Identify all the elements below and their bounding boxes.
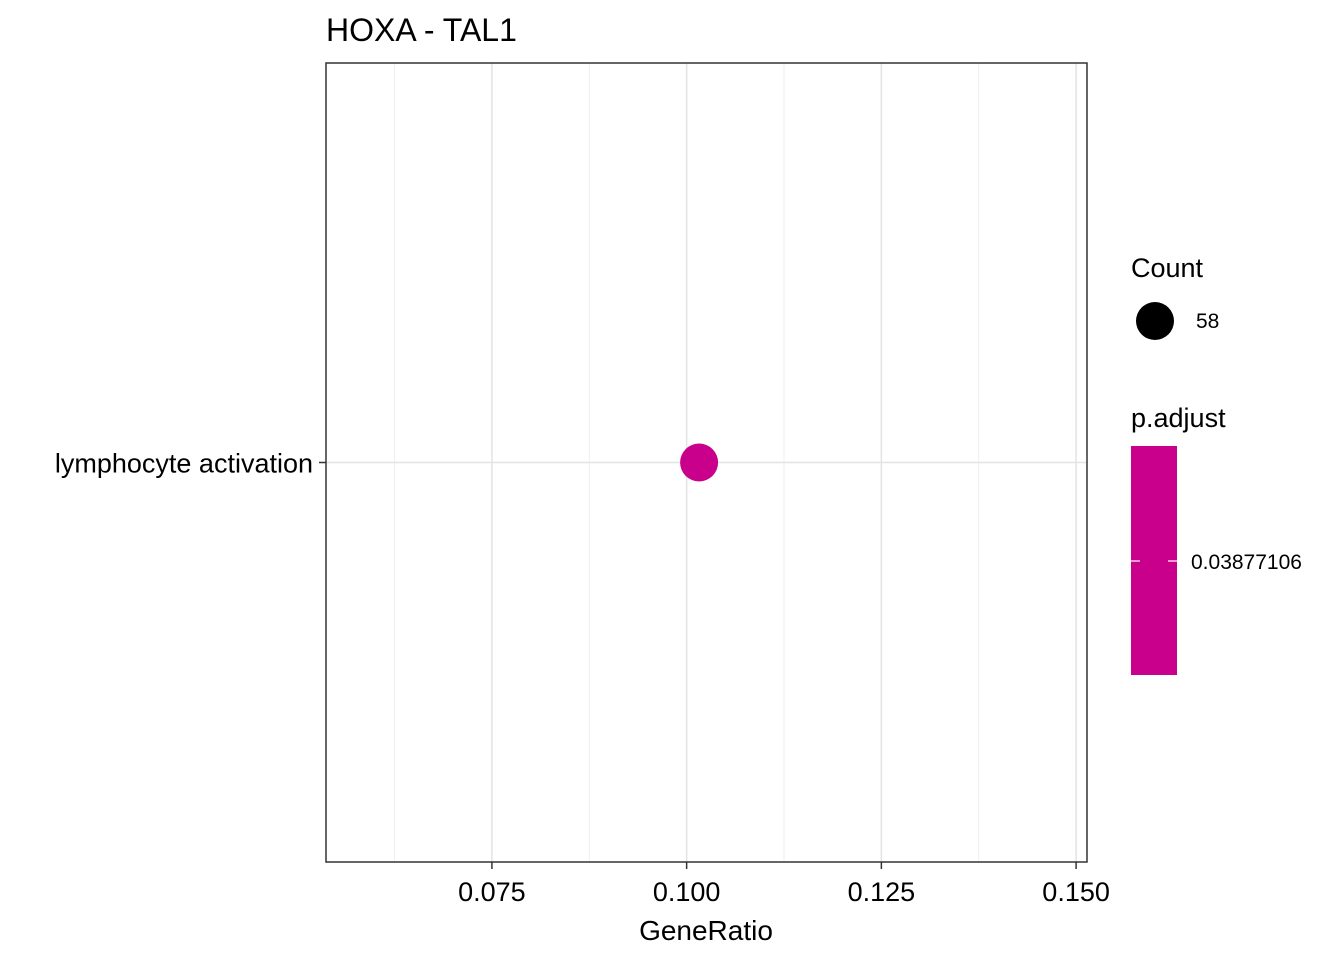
x-axis: 0.075 0.100 0.125 0.150 [458, 862, 1110, 907]
legend-size-label: 58 [1196, 310, 1219, 333]
x-tick-label: 0.150 [1042, 877, 1110, 907]
x-tick-label: 0.075 [458, 877, 526, 907]
legend-color-label: 0.03877106 [1191, 551, 1302, 574]
legend-size-key [1136, 302, 1174, 340]
y-axis: lymphocyte activation [55, 449, 326, 479]
x-tick-label: 0.125 [848, 877, 916, 907]
points-layer [680, 443, 719, 482]
chart-title: HOXA - TAL1 [326, 12, 517, 48]
legend: Count 58 p.adjust 0.03877106 [1131, 253, 1302, 675]
data-point [680, 443, 719, 482]
x-tick-label: 0.100 [653, 877, 721, 907]
x-axis-title: GeneRatio [639, 915, 773, 946]
legend-size-title: Count [1131, 253, 1204, 283]
legend-color-title: p.adjust [1131, 403, 1226, 433]
y-category-label: lymphocyte activation [55, 449, 313, 479]
